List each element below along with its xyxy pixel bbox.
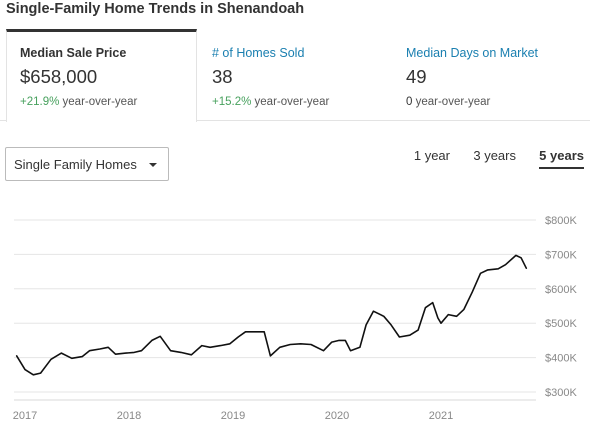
x-tick-label: 2018 xyxy=(117,410,141,422)
range-tab-3-years[interactable]: 3 years xyxy=(473,148,516,163)
chart-grid xyxy=(14,219,536,401)
y-tick-label: $600K xyxy=(545,284,577,296)
stat-label: # of Homes Sold xyxy=(212,46,305,60)
x-axis-ticks: 2017 2018 2019 2020 2021 xyxy=(13,410,453,422)
stat-value: $658,000 xyxy=(20,66,98,87)
stat-change-pct: +15.2% xyxy=(212,96,252,108)
stat-value: 49 xyxy=(406,66,427,87)
y-tick-label: $400K xyxy=(545,353,577,365)
stat-change-text: year-over-year xyxy=(62,96,138,108)
page-title: Single-Family Home Trends in Shenandoah xyxy=(6,1,305,17)
stat-change: +15.2% year-over-year xyxy=(212,96,391,108)
stat-label: Median Days on Market xyxy=(406,46,539,60)
x-tick-label: 2019 xyxy=(221,410,245,422)
y-tick-label: $700K xyxy=(545,249,577,261)
stat-change-text: year-over-year xyxy=(254,96,330,108)
series-line-median-sale-price xyxy=(15,254,528,376)
x-tick-label: 2021 xyxy=(429,410,453,422)
property-type-value: Single Family Homes xyxy=(14,157,137,172)
range-tab-1-year[interactable]: 1 year xyxy=(413,148,450,163)
tab-median-days-on-market[interactable]: Median Days on Market 49 0 year-over-yea… xyxy=(393,29,590,121)
stat-change-pct: +21.9% xyxy=(20,96,60,108)
x-tick-label: 2020 xyxy=(325,410,349,422)
y-tick-label: $300K xyxy=(545,387,577,399)
stat-label: Median Sale Price xyxy=(20,46,127,60)
stats-tabs: Median Sale Price $658,000 +21.9% year-o… xyxy=(0,29,590,122)
y-axis-ticks: $300K $400K $500K $600K $700K $800K xyxy=(545,215,577,399)
stat-change: +21.9% year-over-year xyxy=(20,96,196,108)
stat-change-pct: 0 xyxy=(406,96,413,108)
tab-median-sale-price[interactable]: Median Sale Price $658,000 +21.9% year-o… xyxy=(6,29,197,122)
stat-value: 38 xyxy=(212,66,233,87)
range-tab-5-years[interactable]: 5 years xyxy=(539,148,584,169)
stat-change-text: year-over-year xyxy=(415,96,491,108)
tab-homes-sold[interactable]: # of Homes Sold 38 +15.2% year-over-year xyxy=(199,29,391,121)
property-type-select[interactable]: Single Family Homes xyxy=(5,147,169,181)
caret-down-icon xyxy=(149,163,157,167)
y-tick-label: $800K xyxy=(545,215,577,227)
price-trend-chart: $300K$400K$500K$600K$700K$800K 2017 2018 2… xyxy=(13,215,578,422)
y-tick-label: $500K xyxy=(545,318,577,330)
x-tick-label: 2017 xyxy=(13,410,37,422)
stat-change: 0 year-over-year xyxy=(406,96,590,108)
